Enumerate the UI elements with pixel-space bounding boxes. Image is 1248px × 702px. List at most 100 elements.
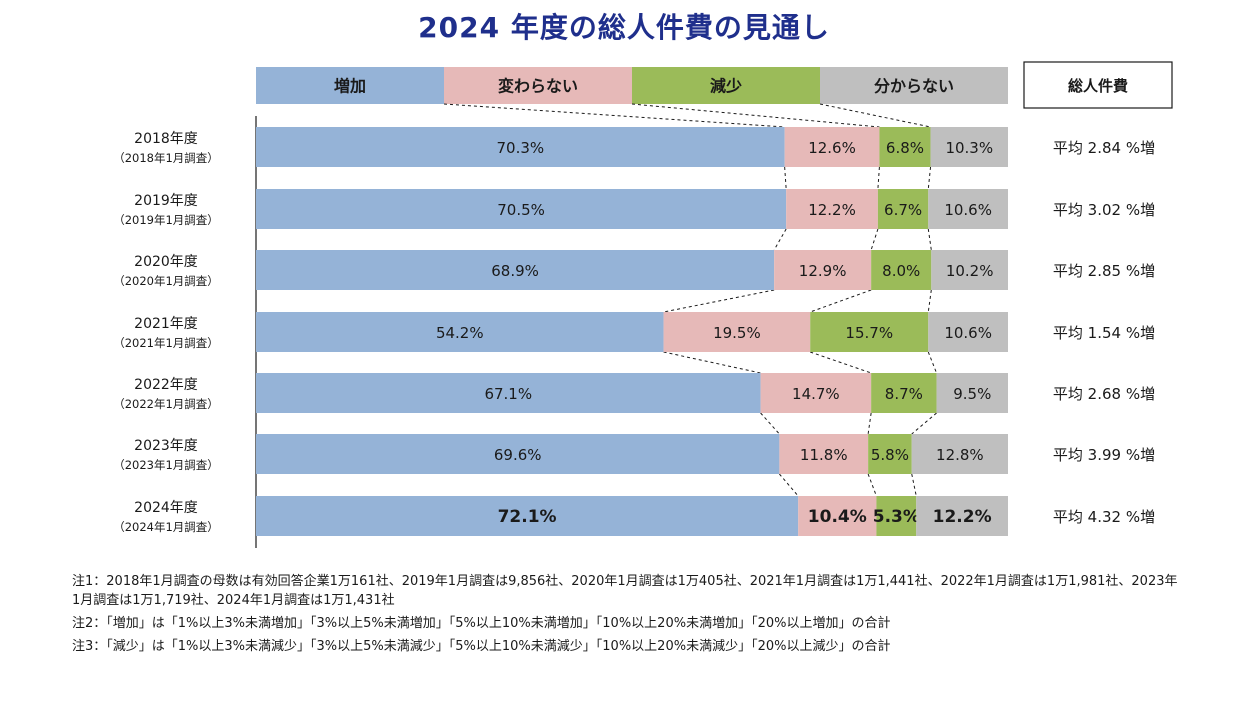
value-label-r3-s0: 54.2% [436, 324, 484, 342]
category-sublabel-2: （2020年1月調査） [113, 274, 219, 288]
bar-r3-s2 [810, 312, 929, 352]
value-label-r2-s0: 68.9% [491, 262, 539, 280]
category-sublabel-1: （2019年1月調査） [113, 213, 219, 227]
bar-r6-s2 [876, 496, 917, 536]
value-label-r6-s3: 12.2% [933, 507, 992, 527]
total-label-6: 平均 4.32 %増 [1053, 508, 1155, 526]
category-label-0: 2018年度 [134, 131, 198, 147]
value-label-r5-s0: 69.6% [494, 446, 542, 464]
category-sublabel-5: （2023年1月調査） [113, 458, 219, 472]
connector-row4-0 [760, 412, 780, 435]
value-label-r2-s2: 8.0% [882, 262, 920, 280]
bar-r4-s1 [760, 373, 872, 413]
connector-row2-0 [663, 289, 775, 313]
bar-r4-s0 [256, 373, 761, 413]
value-label-r6-s1: 10.4% [808, 507, 867, 527]
value-label-r4-s1: 14.7% [792, 385, 840, 403]
value-label-r3-s1: 19.5% [713, 324, 761, 342]
value-label-r4-s3: 9.5% [953, 385, 991, 403]
value-label-r6-s0: 72.1% [498, 507, 557, 527]
legend-swatch-2 [632, 67, 820, 104]
note-2: 注2：「増加」は「1%以上3%未満増加」「3%以上5%未満増加」「5%以上10%… [72, 616, 891, 631]
bar-r2-s0 [256, 250, 775, 290]
totals-header: 総人件費 [1068, 77, 1128, 95]
value-label-r0-s0: 70.3% [496, 139, 544, 157]
bar-r0-s0 [256, 127, 785, 167]
bar-r2-s2 [871, 250, 932, 290]
value-label-r5-s3: 12.8% [936, 446, 984, 464]
value-label-r0-s3: 10.3% [945, 139, 993, 157]
connector-row2-1 [810, 289, 872, 313]
connector-row4-1 [867, 412, 872, 435]
connector-row0-2 [927, 166, 932, 190]
bar-r2-s3 [931, 250, 1008, 290]
totals-header-box [1023, 61, 1173, 109]
note-3: 注3：「減少」は「1%以上3%未満減少」「3%以上5%未満減少」「5%以上10%… [72, 639, 891, 654]
total-label-2: 平均 2.85 %増 [1053, 262, 1155, 280]
connector-row3-1 [810, 351, 872, 374]
connector-row2-2 [927, 289, 932, 313]
bar-r5-s2 [868, 434, 912, 474]
category-label-2: 2020年度 [134, 254, 198, 270]
connector-row1-1 [870, 228, 879, 251]
legend-label-3: 分からない [874, 77, 954, 96]
value-label-r0-s2: 6.8% [886, 139, 924, 157]
bar-r1-s3 [928, 189, 1008, 229]
bar-r5-s1 [779, 434, 869, 474]
bar-r3-s0 [256, 312, 664, 352]
connector-legend-2 [819, 103, 931, 128]
bar-r1-s0 [256, 189, 787, 229]
note-1: 注1：2018年1月調査の母数は有効回答企業1万161社、2019年1月調査は9… [72, 574, 1178, 608]
connector-legend-1 [631, 103, 880, 128]
connector-row5-2 [911, 473, 917, 497]
value-label-r5-s1: 11.8% [800, 446, 848, 464]
value-label-r5-s2: 5.8% [871, 446, 909, 464]
bar-r3-s3 [928, 312, 1008, 352]
bar-r6-s3 [916, 496, 1008, 536]
bar-r4-s2 [871, 373, 937, 413]
bar-r0-s3 [930, 127, 1008, 167]
total-label-5: 平均 3.99 %増 [1053, 446, 1155, 464]
value-label-r1-s1: 12.2% [808, 201, 856, 219]
value-label-r0-s1: 12.6% [808, 139, 856, 157]
legend-label-2: 減少 [710, 77, 742, 96]
connector-row0-1 [877, 166, 880, 190]
total-label-1: 平均 3.02 %増 [1053, 201, 1155, 219]
value-label-r4-s2: 8.7% [885, 385, 923, 403]
value-label-r3-s2: 15.7% [845, 324, 893, 342]
connector-legend-0 [443, 103, 785, 128]
legend-label-1: 変わらない [498, 77, 578, 96]
bar-r2-s1 [774, 250, 872, 290]
category-label-3: 2021年度 [134, 316, 198, 332]
category-label-6: 2024年度 [134, 500, 198, 516]
category-label-1: 2019年度 [134, 193, 198, 209]
connector-row4-2 [911, 412, 937, 435]
connector-row0-0 [784, 166, 787, 190]
stacked-bar-chart: 増加 変わらない 減少 分からない 総人件費 70.3% 12.6% 6.8% 10.3% 201… [113, 61, 1173, 548]
value-label-r1-s0: 70.5% [497, 201, 545, 219]
category-label-4: 2022年度 [134, 377, 198, 393]
bar-r0-s1 [784, 127, 880, 167]
total-label-4: 平均 2.68 %増 [1053, 385, 1155, 403]
value-label-r4-s0: 67.1% [484, 385, 532, 403]
bar-r4-s3 [936, 373, 1008, 413]
bar-r1-s1 [786, 189, 878, 229]
chart-title: 2024 年度の総人件費の見通し [418, 11, 830, 44]
category-sublabel-3: （2021年1月調査） [113, 336, 219, 350]
value-label-r1-s2: 6.7% [884, 201, 922, 219]
connector-row3-0 [663, 351, 761, 374]
connector-row5-1 [867, 473, 877, 497]
legend-swatch-1 [444, 67, 632, 104]
category-label-5: 2023年度 [134, 438, 198, 454]
value-label-r2-s3: 10.2% [946, 262, 994, 280]
connector-row1-0 [773, 228, 787, 251]
value-label-r6-s2: 5.3% [873, 507, 920, 527]
category-sublabel-0: （2018年1月調査） [113, 151, 219, 165]
bar-r5-s0 [256, 434, 780, 474]
value-label-r3-s3: 10.6% [944, 324, 992, 342]
connector-row1-2 [927, 228, 932, 251]
total-label-0: 平均 2.84 %増 [1053, 139, 1155, 157]
category-sublabel-4: （2022年1月調査） [113, 397, 219, 411]
bar-r1-s2 [877, 189, 929, 229]
value-label-r1-s3: 10.6% [944, 201, 992, 219]
